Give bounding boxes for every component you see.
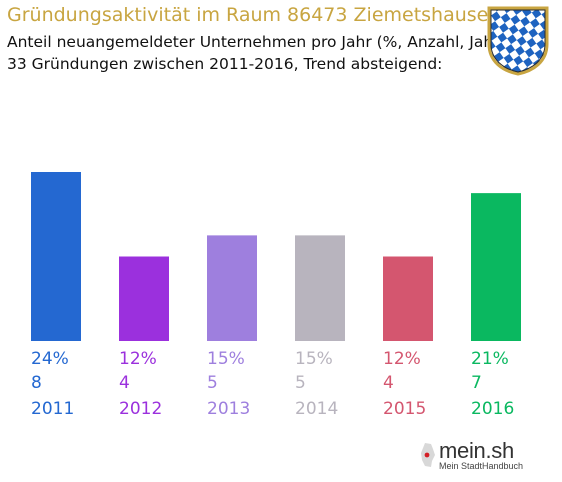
year-label-2012: 2012 — [119, 399, 162, 419]
percent-label-2013: 15% — [207, 349, 245, 369]
count-label-2016: 7 — [471, 373, 482, 393]
mein-sh-logo: mein.sh Mein StadtHandbuch — [417, 432, 527, 474]
count-label-2014: 5 — [295, 373, 306, 393]
percent-label-2014: 15% — [295, 349, 333, 369]
chart-subtitle-line1: Anteil neuangemeldeter Unternehmen pro J… — [7, 33, 506, 51]
percent-label-2011: 24% — [31, 349, 69, 369]
chart-subtitle-line2: 33 Gründungen zwischen 2011-2016, Trend … — [7, 55, 443, 73]
year-label-2014: 2014 — [295, 399, 338, 419]
logo-subtext: Mein StadtHandbuch — [439, 461, 524, 471]
percent-label-2015: 12% — [383, 349, 421, 369]
bar-2013 — [207, 235, 257, 341]
year-label-2016: 2016 — [471, 399, 514, 419]
bar-2014 — [295, 235, 345, 341]
year-label-2015: 2015 — [383, 399, 426, 419]
year-label-2013: 2013 — [207, 399, 250, 419]
count-label-2015: 4 — [383, 373, 394, 393]
percent-label-2016: 21% — [471, 349, 509, 369]
year-label-2011: 2011 — [31, 399, 74, 419]
bar-2011 — [31, 172, 81, 341]
bavaria-crest-icon — [487, 6, 549, 76]
chart-title: Gründungsaktivität im Raum 86473 Ziemets… — [7, 4, 501, 26]
germany-map-icon — [421, 443, 435, 467]
bar-2016 — [471, 193, 521, 341]
bar-2015 — [383, 256, 433, 341]
count-label-2011: 8 — [31, 373, 42, 393]
bar-2012 — [119, 256, 169, 341]
percent-label-2012: 12% — [119, 349, 157, 369]
count-label-2012: 4 — [119, 373, 130, 393]
logo-text: mein.sh — [439, 438, 514, 463]
count-label-2013: 5 — [207, 373, 218, 393]
